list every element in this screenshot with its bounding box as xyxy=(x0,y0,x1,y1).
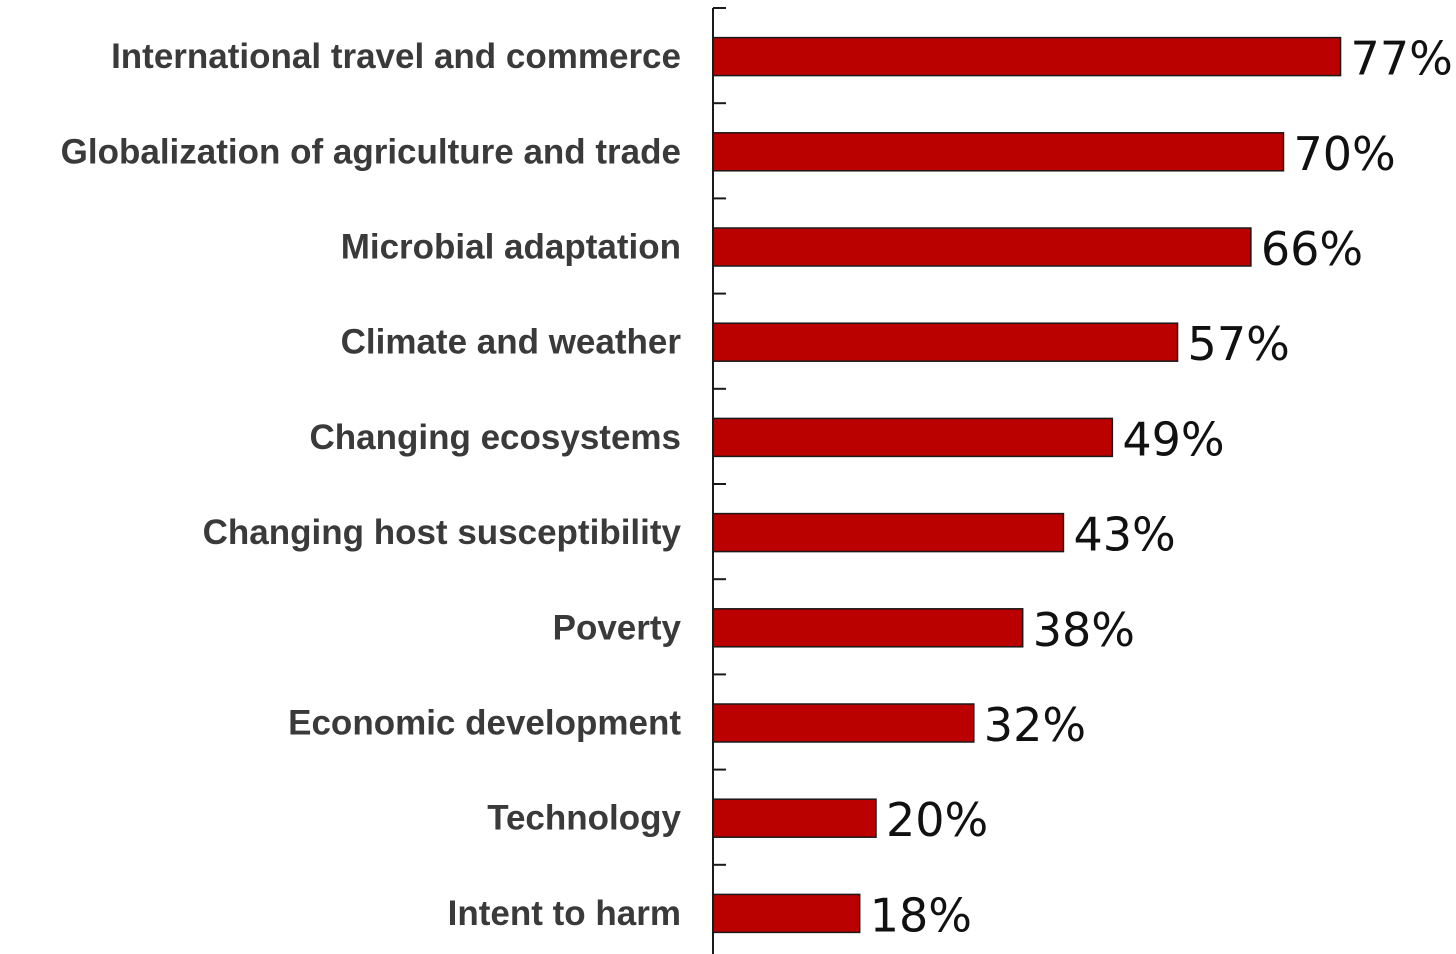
bar-2 xyxy=(712,132,1285,172)
value-label: 38% xyxy=(1033,603,1135,657)
bar-1 xyxy=(712,36,1342,77)
value-label: 49% xyxy=(1122,412,1224,466)
value-label: 20% xyxy=(886,793,988,847)
bar-6 xyxy=(712,512,1065,553)
category-label: Intent to harm xyxy=(448,894,681,933)
category-axis xyxy=(712,7,726,954)
value-label: 66% xyxy=(1261,222,1363,276)
value-label: 32% xyxy=(984,698,1086,752)
bars-layer xyxy=(712,36,1342,934)
bar-3 xyxy=(712,227,1252,267)
labels-layer: International travel and commerce 77% Glob… xyxy=(61,32,1453,943)
category-label: Globalization of agriculture and trade xyxy=(61,132,681,171)
bar-9 xyxy=(712,798,877,838)
bar-10 xyxy=(712,893,861,934)
bar-5 xyxy=(712,417,1114,458)
category-label: Climate and weather xyxy=(341,323,682,362)
category-label: Economic development xyxy=(288,704,681,743)
category-label: Poverty xyxy=(553,608,682,647)
value-label: 43% xyxy=(1073,508,1175,562)
bar-8 xyxy=(712,703,975,743)
value-label: 57% xyxy=(1188,317,1290,371)
value-label: 70% xyxy=(1294,127,1396,181)
category-label: Microbial adaptation xyxy=(341,228,681,267)
category-label: Changing host susceptibility xyxy=(203,513,682,552)
value-label: 77% xyxy=(1351,32,1453,86)
category-label: Changing ecosystems xyxy=(310,418,682,457)
bar-4 xyxy=(712,322,1179,362)
value-label: 18% xyxy=(870,888,972,942)
category-label: Technology xyxy=(487,799,681,838)
bar-7 xyxy=(712,608,1024,648)
category-label: International travel and commerce xyxy=(111,37,681,76)
